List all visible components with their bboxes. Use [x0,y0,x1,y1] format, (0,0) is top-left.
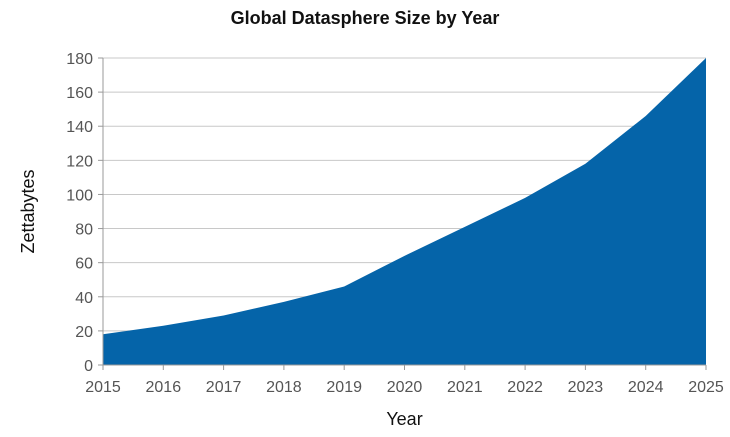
y-tick-label: 140 [66,119,93,136]
x-tick-label: 2016 [146,379,182,396]
data-area [103,58,706,365]
y-tick-label: 60 [75,256,93,273]
y-axis-ticks: 0 20 40 60 80 100 120 140 160 180 [66,51,103,375]
y-axis-title: Zettabytes [18,169,38,253]
x-tick-label: 2018 [266,379,302,396]
x-axis-title: Year [386,409,422,429]
x-axis-ticks: 2015 2016 2017 2018 2019 2020 2021 2022 2023 2024… [85,365,724,396]
chart-title: Global Datasphere Size by Year [230,8,500,28]
x-tick-label: 2020 [387,379,423,396]
y-tick-label: 80 [75,222,93,239]
y-tick-label: 120 [66,153,93,170]
x-tick-label: 2017 [206,379,242,396]
x-tick-label: 2023 [568,379,604,396]
x-tick-label: 2022 [507,379,543,396]
y-tick-label: 180 [66,51,93,68]
x-tick-label: 2024 [628,379,664,396]
y-tick-label: 0 [84,358,93,375]
x-tick-label: 2015 [85,379,121,396]
x-tick-label: 2025 [688,379,724,396]
y-tick-label: 160 [66,85,93,102]
y-tick-label: 20 [75,324,93,341]
y-tick-label: 40 [75,290,93,307]
x-tick-label: 2021 [447,379,483,396]
y-tick-label: 100 [66,187,93,204]
x-tick-label: 2019 [326,379,362,396]
